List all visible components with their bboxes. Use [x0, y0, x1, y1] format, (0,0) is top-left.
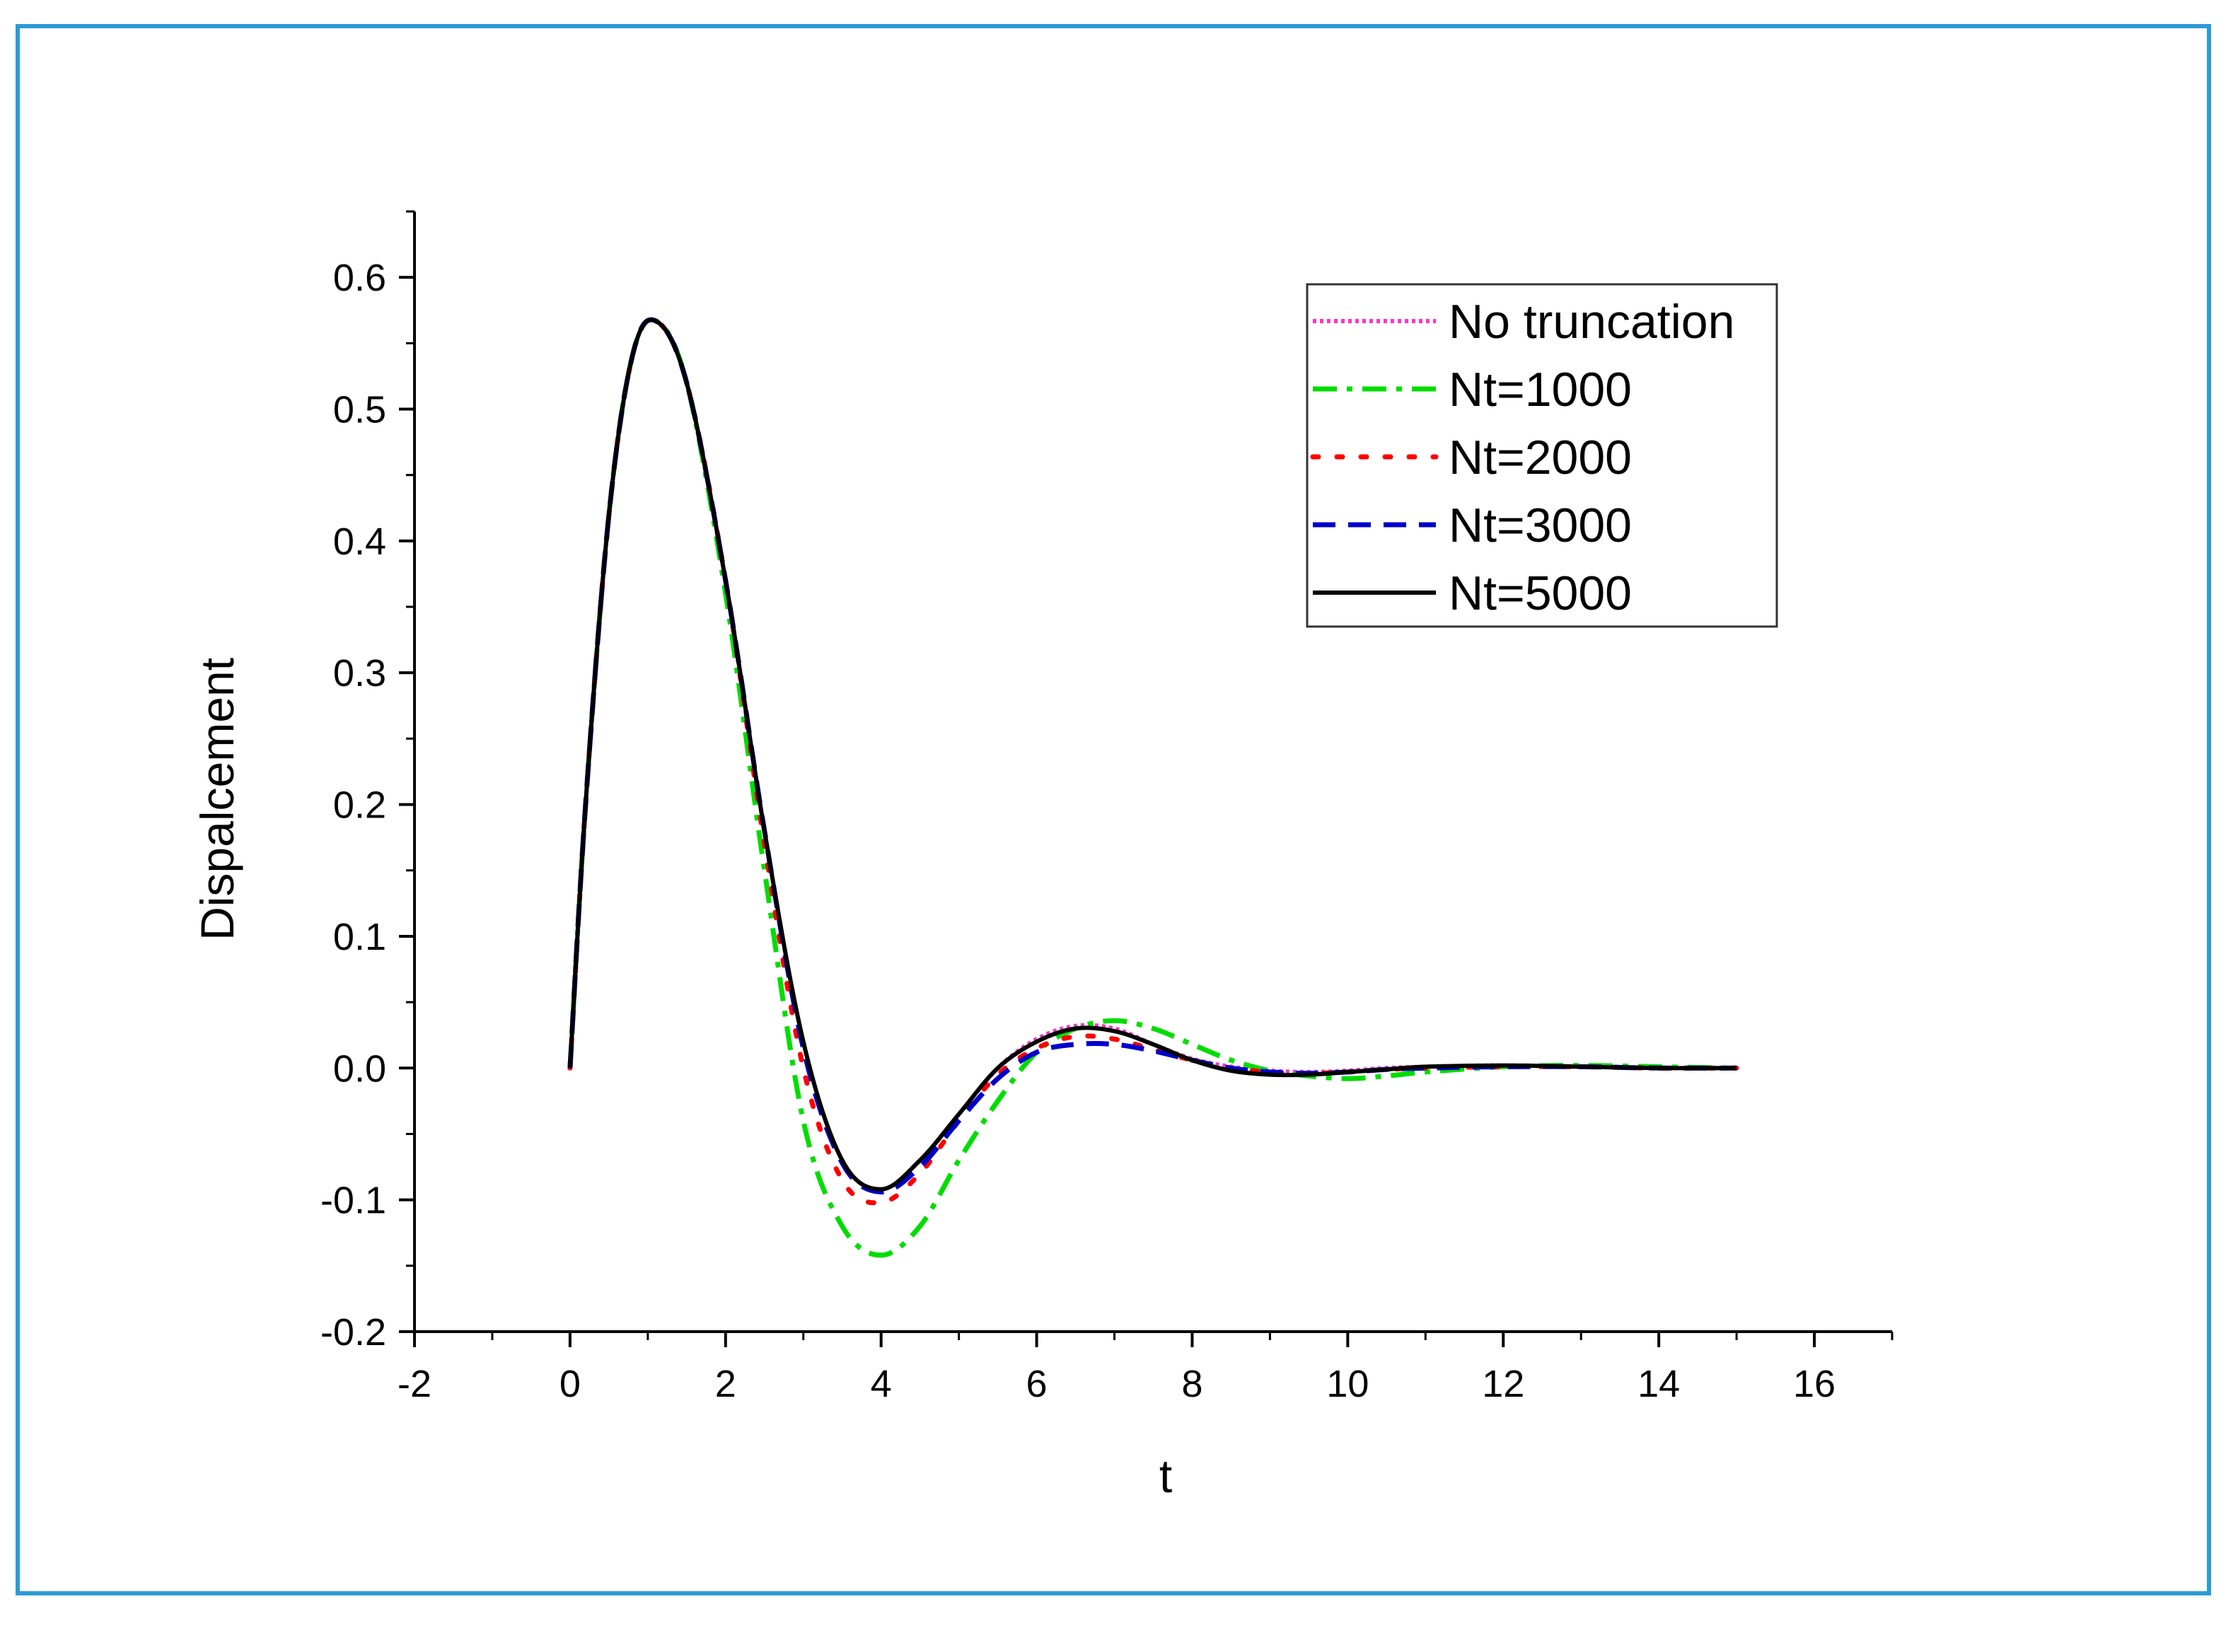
x-tick-label: 14	[1637, 1363, 1680, 1405]
legend-label: No truncation	[1449, 295, 1734, 349]
y-tick-label: 0.1	[333, 916, 386, 958]
legend-label: Nt=2000	[1449, 431, 1632, 484]
x-tick-label: 8	[1181, 1363, 1202, 1405]
legend-label: Nt=1000	[1449, 363, 1632, 417]
y-tick-label: 0.5	[333, 389, 386, 431]
x-tick-label: 16	[1793, 1363, 1836, 1405]
y-tick-label: -0.2	[320, 1311, 386, 1354]
y-tick-label: 0.0	[333, 1047, 386, 1090]
x-axis-title: t	[1159, 1450, 1172, 1502]
series-line-nt-5000	[567, 318, 1737, 1192]
x-tick-label: 4	[871, 1363, 892, 1405]
y-axis-title: Dispalcement	[191, 658, 243, 941]
y-tick-label: -0.1	[320, 1180, 386, 1222]
figure-frame: -2 0 2 4 6 8 10 12 14 16 -0.2 -0.1 0.0 0.1 0.2 0.3 0.4 0.…	[16, 24, 2211, 1595]
y-tick-label: 0.6	[333, 257, 386, 299]
axes: -2 0 2 4 6 8 10 12 14 16 -0.2 -0.1 0.0 0.1 0.2 0.3 0.4 0.…	[191, 210, 1894, 1502]
x-tick-label: 0	[560, 1363, 581, 1405]
legend-label: Nt=5000	[1449, 566, 1632, 620]
y-tick-label: 0.4	[333, 520, 386, 563]
legend: No truncation Nt=1000 Nt=2000 Nt=3000 Nt=500…	[1306, 283, 1778, 628]
x-tick-label: 2	[715, 1363, 736, 1405]
x-tick-label: 6	[1026, 1363, 1048, 1405]
legend-label: Nt=3000	[1449, 499, 1632, 552]
plot-area	[567, 317, 1739, 1258]
x-tick-label: 10	[1326, 1363, 1369, 1405]
y-tick-label: 0.2	[333, 784, 386, 827]
x-tick-label: -2	[398, 1363, 431, 1405]
x-tick-label: 12	[1482, 1363, 1524, 1405]
chart: -2 0 2 4 6 8 10 12 14 16 -0.2 -0.1 0.0 0.1 0.2 0.3 0.4 0.…	[191, 210, 1894, 1502]
y-tick-label: 0.3	[333, 652, 386, 694]
